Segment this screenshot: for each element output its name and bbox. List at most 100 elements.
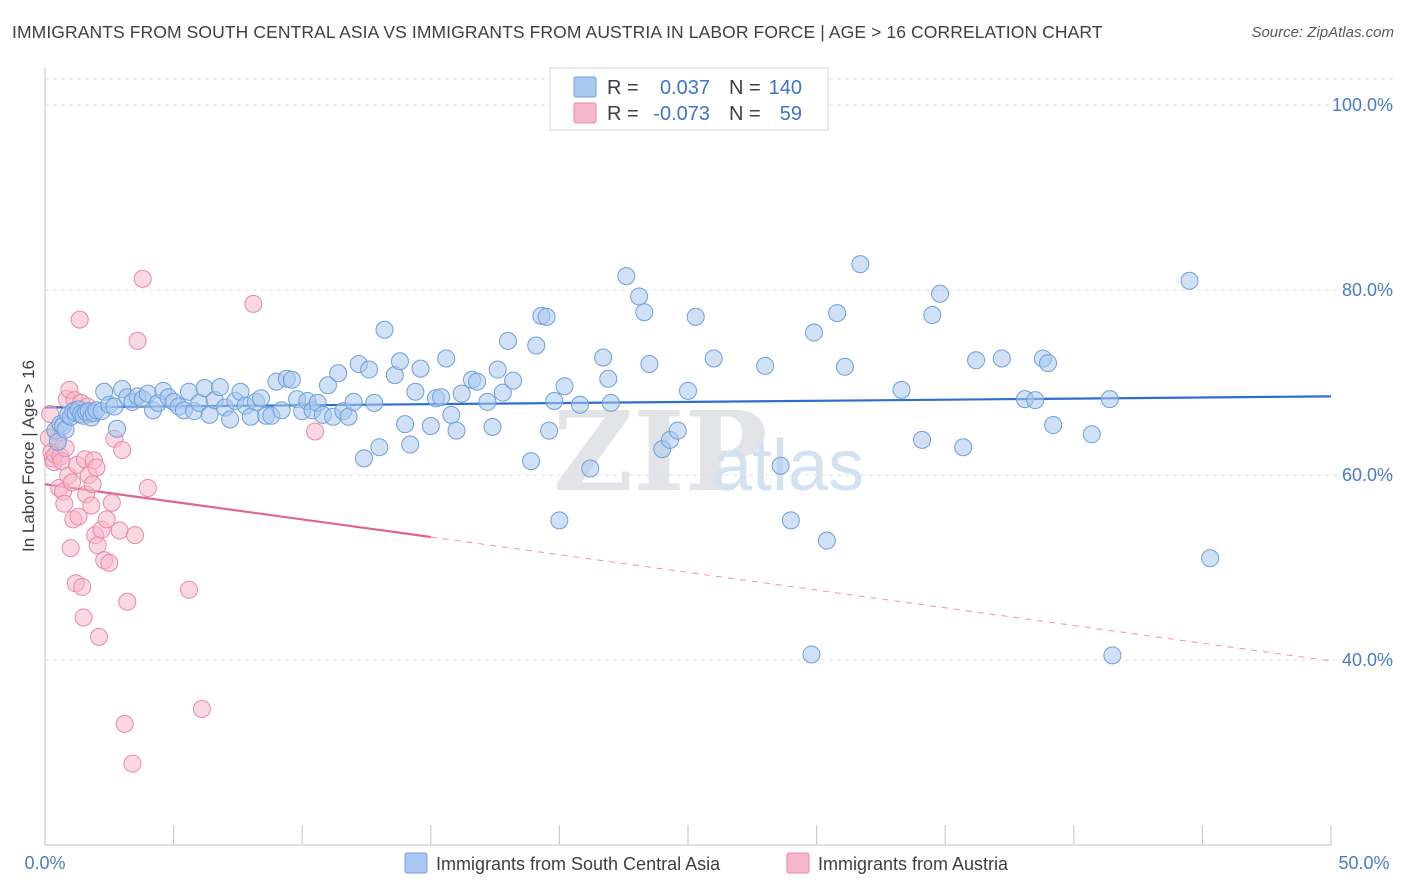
legend: R = 0.037 N = 140 R = -0.073 N = 59 [549,67,829,131]
data-point-series-0 [401,435,420,454]
data-point-series-0 [594,348,613,367]
source-label: Source: ZipAtlas.com [1251,24,1394,41]
y-tick-label: 40.0% [1342,650,1393,670]
chart-title: IMMIGRANTS FROM SOUTH CENTRAL ASIA VS IM… [12,22,1103,42]
data-point-series-0 [105,397,124,416]
data-point-series-0 [635,303,654,322]
data-point-series-1 [180,580,199,599]
data-point-series-1 [90,627,109,646]
data-point-series-0 [756,356,775,375]
data-point-series-0 [1180,271,1199,290]
legend-r-value-0: 0.037 [660,77,710,99]
data-point-series-0 [704,349,723,368]
data-point-series-0 [781,511,800,530]
data-point-series-1 [69,507,88,526]
data-point-series-0 [640,355,659,373]
data-point-series-1 [74,608,93,627]
data-point-series-1 [115,714,134,733]
legend-r-label-1: R = [607,103,639,125]
data-point-series-0 [892,380,911,399]
data-point-series-0 [913,430,932,449]
data-point-series-0 [540,421,559,440]
data-point-series-0 [817,531,836,550]
data-point-series-0 [406,382,425,401]
data-point-series-1 [61,539,80,558]
gridlines [45,78,1393,661]
data-point-series-1 [113,441,132,460]
data-point-series-0 [468,372,487,391]
data-point-series-1 [126,526,145,545]
bottom-legend-label-austria: Immigrants from Austria [818,854,1009,874]
data-point-series-0 [923,305,942,324]
data-point-series-1 [70,310,89,329]
data-point-series-1 [100,553,119,572]
data-point-series-0 [411,359,430,378]
data-point-series-0 [252,389,271,408]
data-point-series-0 [108,419,127,438]
data-point-series-1 [63,473,82,492]
data-point-series-0 [447,421,466,440]
data-point-series-0 [522,452,541,471]
data-point-series-0 [442,405,461,424]
data-point-series-0 [545,392,564,410]
data-point-series-0 [370,438,389,457]
data-point-series-1 [83,475,102,494]
y-axis-label: In Labor Force | Age > 16 [19,360,38,552]
data-point-series-0 [452,384,471,403]
data-point-series-0 [537,307,556,326]
data-point-series-0 [601,393,620,412]
y-tick-label: 60.0% [1342,465,1393,485]
data-point-series-0 [570,395,589,414]
data-point-series-0 [390,352,409,371]
y-tick-label: 100.0% [1332,95,1393,115]
data-point-series-0 [630,287,649,306]
trend-line-extension-1 [430,536,1332,662]
data-point-series-1 [55,494,74,513]
data-point-series-0 [432,388,451,407]
data-point-series-1 [102,493,121,512]
data-point-series-0 [1039,354,1058,373]
x-tick-label-min: 0.0% [24,853,65,873]
legend-swatch-south-central-asia [573,76,597,98]
data-point-series-1 [192,700,211,719]
data-point-series-0 [498,331,517,350]
data-point-series-0 [272,401,291,420]
legend-n-value-0: 140 [769,77,802,99]
data-point-series-1 [82,496,101,515]
data-point-series-0 [354,449,373,468]
data-point-series-0 [581,459,600,478]
data-point-series-0 [835,357,854,376]
data-point-series-0 [555,377,574,396]
data-point-series-0 [527,336,546,355]
data-point-series-0 [992,349,1011,368]
data-point-series-0 [599,369,618,388]
data-point-series-0 [617,267,636,286]
data-point-series-1 [306,422,325,441]
data-point-series-0 [802,645,821,664]
bottom-legend-swatch-south-central-asia [404,852,428,874]
data-point-series-0 [493,383,512,402]
bottom-legend-label-south-central-asia: Immigrants from South Central Asia [436,854,721,874]
data-point-series-0 [360,360,379,379]
data-point-series-0 [483,417,502,436]
x-tick-label-max: 50.0% [1338,853,1389,873]
data-point-series-0 [396,415,415,434]
data-point-series-0 [329,364,348,383]
bottom-legend: Immigrants from South Central Asia Immig… [404,852,1009,874]
y-tick-label: 80.0% [1342,280,1393,300]
data-point-series-0 [1201,549,1220,568]
data-point-series-1 [110,521,129,540]
data-point-series-0 [1100,390,1119,409]
data-point-series-0 [282,370,301,389]
data-point-series-0 [488,360,507,379]
data-point-series-0 [771,456,790,475]
legend-r-label-0: R = [607,77,639,99]
x-axis-ticks [173,825,1332,845]
data-point-series-0 [1026,391,1045,410]
data-point-series-0 [437,349,456,368]
legend-n-label-0: N = [729,77,761,99]
data-point-series-0 [954,438,973,457]
data-point-series-1 [87,458,106,477]
data-point-series-0 [828,304,847,323]
